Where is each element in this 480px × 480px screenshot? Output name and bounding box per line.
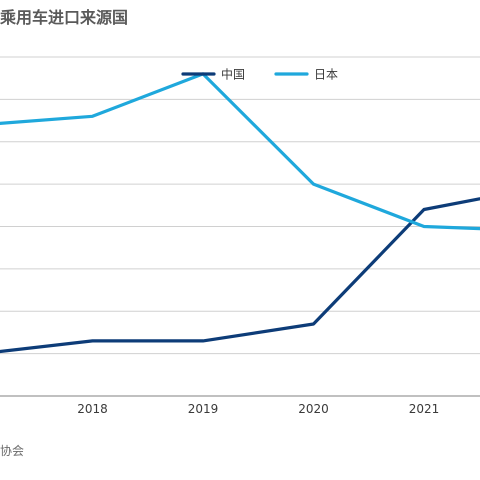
legend: 中国 日本 <box>181 67 338 82</box>
legend-label: 日本 <box>314 68 338 82</box>
x-tick-label: 2021 <box>409 402 440 416</box>
x-axis-ticks: 2018 2019 2020 2021 <box>77 402 439 416</box>
x-tick-label: 2020 <box>298 402 329 416</box>
series-line-japan <box>0 72 480 231</box>
source-note: 协会 <box>0 444 25 458</box>
series-lines <box>0 72 480 354</box>
x-tick-label: 2018 <box>77 402 108 416</box>
gridlines <box>0 56 480 397</box>
x-tick-label: 2019 <box>188 402 219 416</box>
chart-title: 乘用车进口来源国 <box>0 8 129 27</box>
series-line-china <box>0 197 480 354</box>
legend-label: 中国 <box>221 67 245 82</box>
